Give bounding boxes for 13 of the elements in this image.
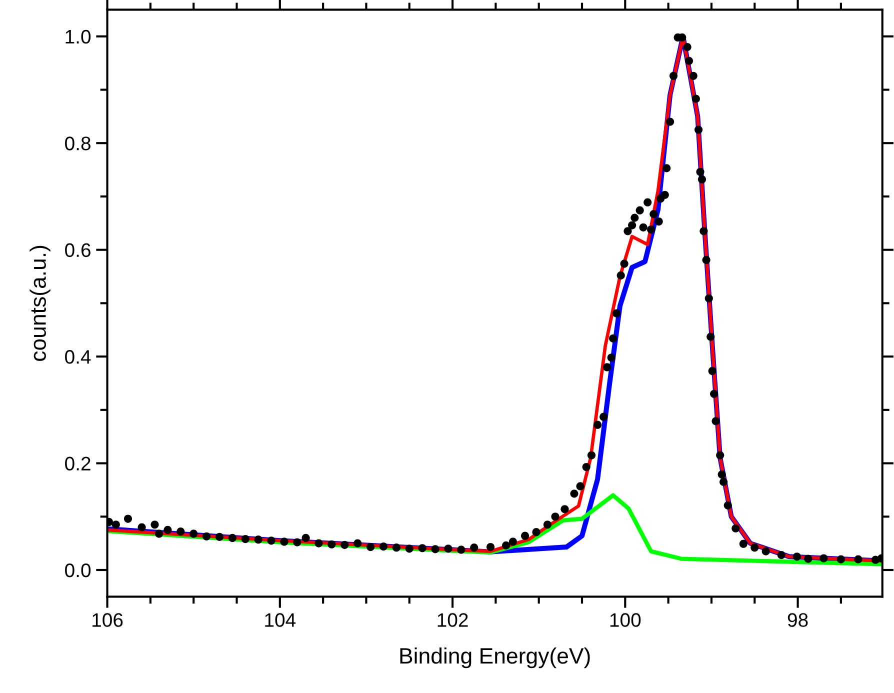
- y-tick-label: 0.2: [65, 456, 90, 471]
- x-tick-label: 106: [92, 613, 123, 627]
- y-tick-label: 0.0: [65, 563, 91, 578]
- y-tick-label: 0.8: [65, 136, 90, 150]
- x-tick-label: 102: [438, 613, 468, 627]
- y-axis-title: counts(a.u.): [30, 246, 50, 361]
- y-tick-label: 1.0: [66, 30, 91, 44]
- y-tick-label: 0.4: [65, 350, 91, 364]
- x-tick-label: 100: [610, 613, 641, 627]
- x-tick-label: 104: [265, 613, 296, 627]
- y-tick-label: 0.6: [65, 243, 90, 258]
- x-axis-title: Binding Energy(eV): [400, 647, 590, 668]
- x-tick-label: 98: [788, 613, 808, 627]
